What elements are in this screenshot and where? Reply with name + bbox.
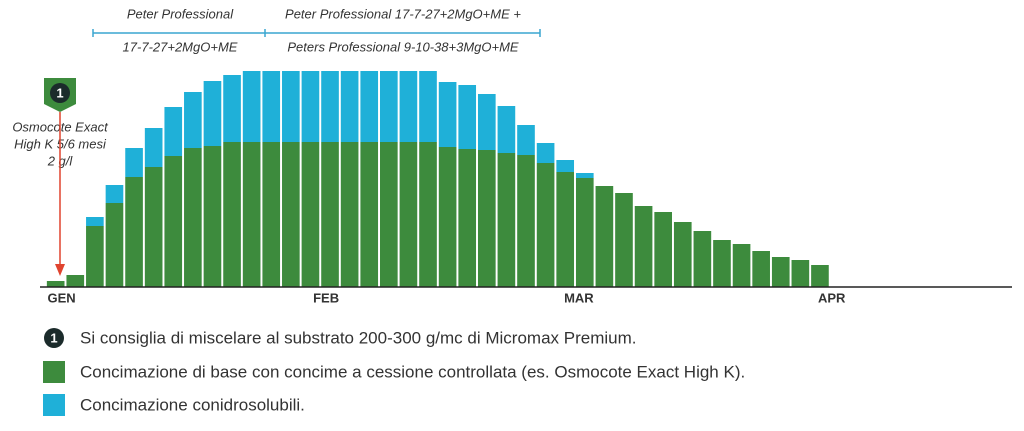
bar-segment <box>556 172 575 287</box>
bar-segment <box>752 251 770 287</box>
bar-segment <box>360 142 379 287</box>
bar-segment <box>732 244 751 287</box>
bar-segment <box>164 156 183 287</box>
bar-segment <box>301 71 320 142</box>
bar-segment <box>223 142 241 287</box>
bar-segment <box>536 163 555 287</box>
bar-segment <box>184 92 202 148</box>
bar-segment <box>634 206 653 287</box>
bar-segment <box>497 106 516 153</box>
bar-segment <box>105 203 124 287</box>
bar-segment <box>184 148 202 287</box>
bar-segment <box>223 75 241 142</box>
note-text: Si consiglia di miscelare al substrato 2… <box>80 328 636 347</box>
legend: 1 Si consiglia di miscelare al substrato… <box>44 328 636 348</box>
bar-segment <box>477 94 496 150</box>
legend-marker: 1 <box>50 330 57 345</box>
bar-segment <box>66 275 85 287</box>
x-tick-label: GEN <box>47 290 75 305</box>
bar-segment <box>125 177 143 287</box>
bar-segment <box>399 142 418 287</box>
bar-segment <box>125 148 143 177</box>
bar-segment <box>536 143 555 163</box>
bar-segment <box>673 222 692 287</box>
bar-segment <box>105 185 124 203</box>
bar-segment <box>693 231 712 287</box>
bar-segment <box>654 212 672 287</box>
bar-segment <box>262 71 281 142</box>
x-tick-label: MAR <box>564 290 594 305</box>
bar-segment <box>203 81 222 146</box>
bar-segment <box>242 142 261 287</box>
bar-segment <box>321 142 339 287</box>
x-tick-label: FEB <box>313 290 339 305</box>
bar-segment <box>144 167 163 287</box>
bar-segment <box>811 265 829 287</box>
bar-segment <box>575 178 594 287</box>
bar-segment <box>380 71 398 142</box>
bar-segment <box>282 142 300 287</box>
bar-segment <box>164 107 183 156</box>
bar-segment <box>242 71 261 142</box>
header-bracket <box>92 29 541 37</box>
bar-segment <box>497 153 516 287</box>
bar-segment <box>458 85 477 149</box>
bar-segment <box>340 142 359 287</box>
bar-segment <box>477 150 496 287</box>
bar-segment <box>517 155 535 287</box>
marker-label: 1 <box>56 85 63 100</box>
bar-segment <box>86 226 104 287</box>
bar-segment <box>713 240 731 287</box>
bar-segment <box>321 71 339 142</box>
bar-segment <box>575 173 594 178</box>
bar-segment <box>360 71 379 142</box>
bar-segment <box>340 71 359 142</box>
bar-segment <box>282 71 300 142</box>
plot <box>46 71 829 287</box>
annotation-arrow <box>55 112 65 276</box>
bar-segment <box>301 142 320 287</box>
header-text: Peter Professional 17-7-27+2MgO+ME + <box>285 6 521 21</box>
bar-segment <box>399 71 418 142</box>
bar-segment <box>517 125 535 155</box>
header-text: Peters Professional 9-10-38+3MgO+ME <box>287 39 519 54</box>
bar-segment <box>86 217 104 226</box>
bar-segment <box>615 193 633 287</box>
bar-segment <box>46 281 65 287</box>
bar-segment <box>380 142 398 287</box>
bar-segment <box>203 146 222 287</box>
bar-segment <box>419 71 437 142</box>
bar-segment <box>791 260 810 287</box>
bar-segment <box>458 149 477 287</box>
bar-segment <box>438 82 457 147</box>
bar-segment <box>262 142 281 287</box>
bar-segment <box>438 147 457 287</box>
marker-badge: 1 <box>44 78 76 112</box>
header-text: 17-7-27+2MgO+ME <box>123 39 238 54</box>
x-tick-label: APR <box>818 290 846 305</box>
legend-label: Concimazione conidrosolubili. <box>80 395 305 414</box>
legend-swatch <box>43 394 65 416</box>
bar-segment <box>144 128 163 167</box>
bar-segment <box>771 257 790 287</box>
header-text: Peter Professional <box>127 6 234 21</box>
bar-segment <box>419 142 437 287</box>
legend-label: Concimazione di base con concime a cessi… <box>80 362 745 381</box>
bar-segment <box>556 160 575 172</box>
bar-segment <box>595 186 614 287</box>
legend-swatch <box>43 361 65 383</box>
